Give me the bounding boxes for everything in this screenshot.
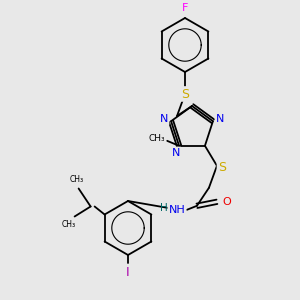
Text: H: H	[160, 203, 168, 213]
Text: CH₃: CH₃	[70, 175, 84, 184]
Text: CH₃: CH₃	[61, 220, 76, 229]
Text: S: S	[181, 88, 189, 100]
Text: N: N	[216, 114, 224, 124]
Text: F: F	[182, 3, 188, 13]
Text: I: I	[126, 266, 130, 280]
Text: N: N	[160, 114, 168, 124]
Text: S: S	[218, 161, 226, 174]
Text: N: N	[172, 148, 180, 158]
Text: NH: NH	[169, 205, 185, 215]
Text: CH₃: CH₃	[149, 134, 165, 143]
Text: O: O	[223, 197, 231, 207]
